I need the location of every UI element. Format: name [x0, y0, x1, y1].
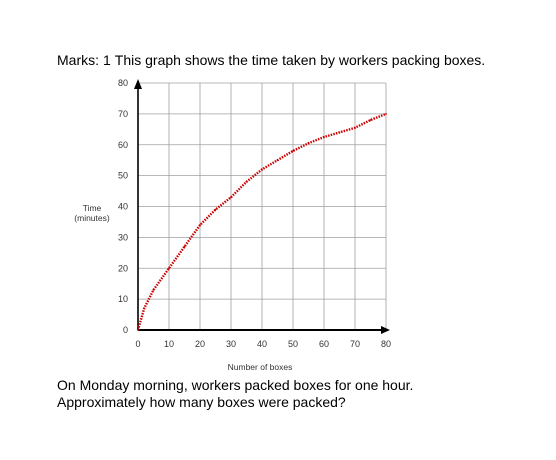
- y-tick-label-20: 20: [118, 263, 128, 273]
- x-tick-label-70: 70: [350, 339, 360, 349]
- x-tick-label-60: 60: [319, 339, 329, 349]
- data-point: [137, 329, 139, 331]
- series-line-0: [136, 112, 387, 331]
- data-point: [152, 288, 155, 291]
- series: [136, 112, 387, 331]
- data-point: [276, 159, 279, 162]
- x-tick-label-40: 40: [257, 339, 267, 349]
- data-point: [292, 150, 294, 152]
- x-tick-label-30: 30: [226, 339, 236, 349]
- y-axis-arrow: [134, 79, 142, 89]
- y-tick-label-40: 40: [118, 202, 128, 212]
- y-tick-label-60: 60: [118, 140, 128, 150]
- y-tick-label-30: 30: [118, 232, 128, 242]
- y-tick-label-70: 70: [118, 109, 128, 119]
- y-tick-label-10: 10: [118, 294, 128, 304]
- data-point: [143, 307, 146, 310]
- y-axis-label: Time (minutes): [62, 203, 122, 223]
- question-header: Marks: 1 This graph shows the time taken b…: [57, 52, 485, 68]
- data-point: [385, 112, 387, 115]
- data-point: [183, 245, 186, 248]
- data-point: [261, 168, 263, 171]
- x-axis-label: Number of boxes: [227, 362, 293, 372]
- data-point: [214, 208, 217, 211]
- footer-line-1: On Monday morning, workers packed boxes …: [57, 377, 414, 393]
- question-text: This graph shows the time taken by worke…: [114, 52, 486, 68]
- y-tick-label-80: 80: [118, 78, 128, 88]
- data-point: [168, 267, 170, 270]
- x-tick-label-50: 50: [288, 339, 298, 349]
- marks-value: 1: [103, 52, 111, 68]
- tick-labels: 0 10 20 30 40 50 60 70 80 0 10 20 30 40 50 60 70 80: [118, 78, 391, 349]
- question-footer: On Monday morning, workers packed boxes …: [57, 377, 413, 411]
- y-axis-title: Time: [82, 203, 102, 213]
- data-point: [323, 136, 325, 138]
- marks-label: Marks:: [57, 52, 99, 68]
- data-point: [245, 180, 248, 183]
- data-point: [230, 196, 232, 199]
- y-tick-label-0: 0: [123, 325, 128, 335]
- data-point: [354, 126, 356, 129]
- footer-line-2: Approximately how many boxes were packed…: [57, 394, 346, 410]
- x-tick-label-20: 20: [195, 339, 205, 349]
- y-axis-unit: (minutes): [74, 213, 110, 223]
- data-point: [199, 224, 201, 226]
- y-tick-label-50: 50: [118, 171, 128, 181]
- x-tick-label-0: 0: [135, 339, 140, 349]
- grid: [138, 82, 387, 330]
- x-tick-label-80: 80: [381, 339, 391, 349]
- data-point: [307, 142, 310, 145]
- x-axis-arrow: [381, 326, 390, 334]
- data-point: [338, 131, 341, 134]
- data-point: [369, 119, 372, 121]
- x-tick-label-10: 10: [164, 339, 174, 349]
- axes: [134, 79, 390, 334]
